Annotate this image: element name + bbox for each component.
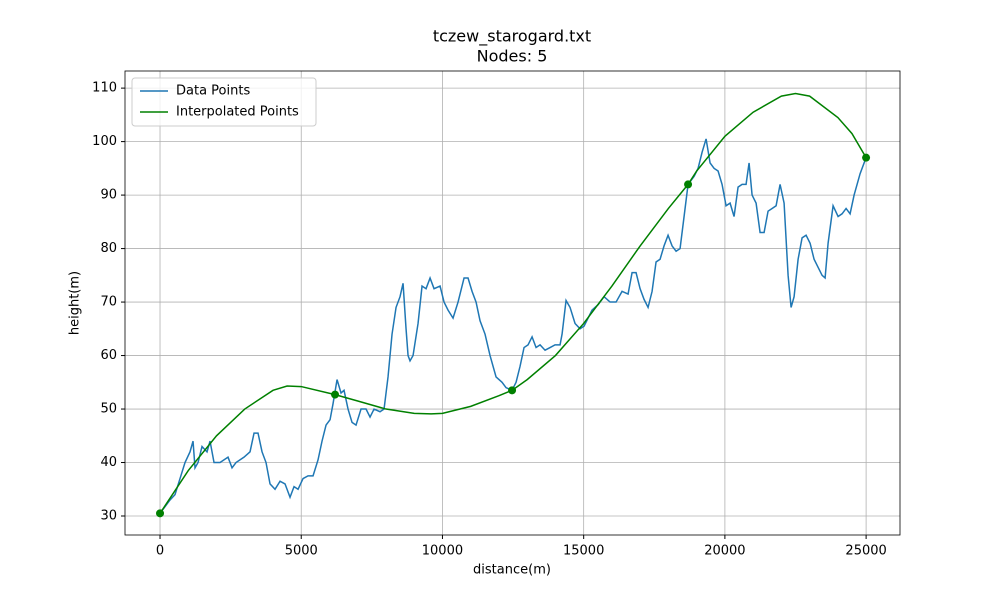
y-axis-label: height(m) — [68, 271, 83, 335]
x-tick-label: 10000 — [422, 544, 463, 559]
legend-label: Data Points — [176, 84, 250, 99]
chart-subtitle: Nodes: 5 — [477, 47, 548, 66]
chart-title: tczew_starogard.txt — [433, 27, 591, 47]
y-tick-label: 110 — [92, 81, 117, 96]
legend-box — [131, 77, 317, 127]
x-tick-label: 25000 — [845, 544, 886, 559]
series-line — [159, 92, 867, 514]
series-line — [159, 138, 867, 514]
y-tick-label: 50 — [100, 402, 117, 417]
node-point — [508, 386, 517, 395]
legend-label: Interpolated Points — [176, 105, 299, 120]
y-tick-label: 40 — [100, 455, 117, 470]
x-tick-label: 20000 — [704, 544, 745, 559]
x-tick-label: 15000 — [563, 544, 604, 559]
node-point — [862, 153, 871, 162]
node-point — [331, 390, 340, 399]
y-tick-label: 30 — [100, 509, 117, 524]
x-tick-label: 5000 — [285, 544, 318, 559]
node-point — [156, 509, 165, 518]
y-tick-label: 100 — [92, 134, 117, 149]
y-tick-label: 60 — [100, 348, 117, 363]
x-tick-label: 0 — [156, 544, 164, 559]
y-tick-label: 90 — [100, 188, 117, 203]
y-tick-label: 70 — [100, 295, 117, 310]
x-axis-label: distance(m) — [473, 563, 551, 578]
y-tick-label: 80 — [100, 241, 117, 256]
node-point — [684, 180, 693, 189]
plot-frame — [124, 70, 901, 536]
